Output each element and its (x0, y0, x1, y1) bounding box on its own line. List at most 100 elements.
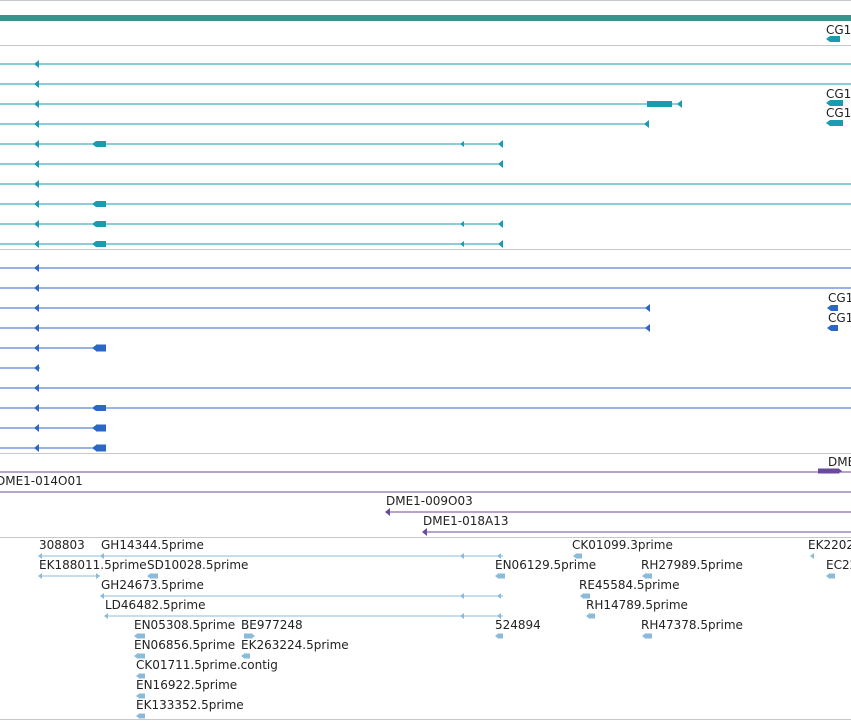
est-label[interactable]: EN06856.5prime (134, 638, 236, 652)
est-label[interactable]: CK01711.5prime.contig (136, 658, 278, 672)
strand-arrow-left-icon (642, 633, 646, 639)
clone-label[interactable]: DME1-014O01 (0, 474, 83, 488)
est-label[interactable]: EN05308.5prime (134, 618, 236, 632)
exon-block[interactable] (818, 468, 838, 474)
exon-block[interactable] (96, 344, 106, 352)
gene-label-cg1[interactable]: CG1 (826, 106, 851, 120)
strand-arrow-left-icon (136, 713, 140, 719)
strand-arrow-left-icon (92, 425, 96, 431)
strand-arrow-left-icon (460, 141, 464, 147)
strand-arrow-left-icon (34, 180, 39, 188)
gene-label-cg1[interactable]: CG1 (828, 311, 851, 325)
clone-label[interactable]: DME1-009O03 (386, 494, 473, 508)
strand-arrow-left-icon (92, 445, 96, 451)
exon-block[interactable] (645, 633, 652, 639)
strand-arrow-left-icon (34, 284, 39, 292)
exon-block[interactable] (139, 693, 145, 699)
exon-block[interactable] (244, 633, 252, 639)
est-label[interactable]: EN06129.5prime (495, 558, 597, 572)
exon-block[interactable] (96, 141, 106, 147)
strand-arrow-left-icon (34, 80, 39, 88)
strand-arrow-left-icon (34, 364, 39, 372)
strand-arrow-left-icon (677, 100, 682, 108)
exon-block[interactable] (96, 444, 106, 452)
clone-label[interactable]: DME1-018A13 (423, 514, 509, 528)
strand-arrow-left-icon (34, 60, 39, 68)
exon-block[interactable] (96, 405, 106, 411)
gene-label-cg1[interactable]: CG1 (826, 87, 851, 101)
strand-arrow-left-icon (34, 220, 39, 228)
est-label[interactable]: SD10028.5prime (147, 558, 249, 572)
est-label[interactable]: EK263224.5prime (241, 638, 349, 652)
strand-arrow-left-icon (34, 160, 39, 168)
est-label[interactable]: BE977248 (241, 618, 303, 632)
est-label[interactable]: RH47378.5prime (641, 618, 743, 632)
strand-arrow-left-icon (497, 593, 501, 599)
exon-block[interactable] (150, 573, 158, 579)
strand-arrow-left-icon (241, 653, 245, 659)
est-label[interactable]: 524894 (495, 618, 541, 632)
exon-block[interactable] (830, 36, 840, 42)
gene-label-dme[interactable]: DME (828, 455, 851, 469)
strand-arrow-left-icon (134, 633, 138, 639)
strand-arrow-left-icon (34, 404, 39, 412)
gene-label-cg1[interactable]: CG1 (828, 291, 851, 305)
strand-arrow-left-icon (827, 325, 831, 331)
strand-arrow-left-icon (34, 424, 39, 432)
exon-block[interactable] (138, 653, 145, 659)
strand-arrow-left-icon (460, 613, 464, 619)
scaffold-bar[interactable] (0, 15, 851, 21)
exon-block[interactable] (584, 593, 590, 599)
est-label[interactable]: GH14344.5prime (101, 538, 204, 552)
strand-arrow-left-icon (385, 508, 390, 516)
est-label[interactable]: LD46482.5prime (105, 598, 206, 612)
est-label[interactable]: GH24673.5prime (101, 578, 204, 592)
strand-arrow-left-icon (495, 573, 499, 579)
exon-block[interactable] (139, 673, 145, 679)
exon-block[interactable] (96, 424, 106, 432)
exon-block[interactable] (829, 573, 835, 579)
est-label[interactable]: EC22 (826, 558, 851, 572)
exon-block[interactable] (244, 653, 250, 659)
est-label[interactable]: EK188011.5prime (39, 558, 147, 572)
exon-block[interactable] (498, 573, 505, 579)
strand-arrow-left-icon (34, 140, 39, 148)
strand-arrow-left-icon (498, 220, 503, 228)
est-label[interactable]: EK133352.5prime (136, 698, 244, 712)
exon-block[interactable] (645, 573, 652, 579)
gene-label-cg1[interactable]: CG1 (826, 23, 851, 37)
exon-block[interactable] (498, 633, 503, 639)
exon-block[interactable] (831, 305, 838, 311)
strand-arrow-left-icon (100, 593, 104, 599)
est-label[interactable]: RH14789.5prime (586, 598, 688, 612)
exon-block[interactable] (577, 553, 582, 559)
exon-block[interactable] (647, 101, 672, 107)
est-label[interactable]: EK2202 (808, 538, 851, 552)
est-label[interactable]: CK01099.3prime (572, 538, 673, 552)
strand-arrow-left-icon (34, 384, 39, 392)
strand-arrow-left-icon (645, 324, 650, 332)
exon-block[interactable] (831, 325, 838, 331)
strand-arrow-left-icon (826, 36, 830, 42)
strand-arrow-left-icon (422, 528, 427, 536)
strand-arrow-left-icon (642, 573, 646, 579)
est-label[interactable]: 308803 (39, 538, 85, 552)
exon-block[interactable] (589, 613, 595, 619)
strand-arrow-left-icon (498, 240, 503, 248)
exon-block[interactable] (96, 201, 106, 207)
strand-arrow-left-icon (498, 160, 503, 168)
exon-block[interactable] (138, 633, 145, 639)
exon-block[interactable] (96, 221, 106, 227)
exon-block[interactable] (96, 241, 106, 247)
strand-arrow-left-icon (810, 553, 814, 559)
exon-block[interactable] (830, 120, 843, 126)
exon-block[interactable] (139, 713, 145, 719)
strand-arrow-left-icon (134, 653, 138, 659)
exon-block[interactable] (830, 100, 843, 106)
est-label[interactable]: RH27989.5prime (641, 558, 743, 572)
strand-arrow-left-icon (92, 345, 96, 351)
est-label[interactable]: EN16922.5prime (136, 678, 238, 692)
est-label[interactable]: RE45584.5prime (579, 578, 680, 592)
